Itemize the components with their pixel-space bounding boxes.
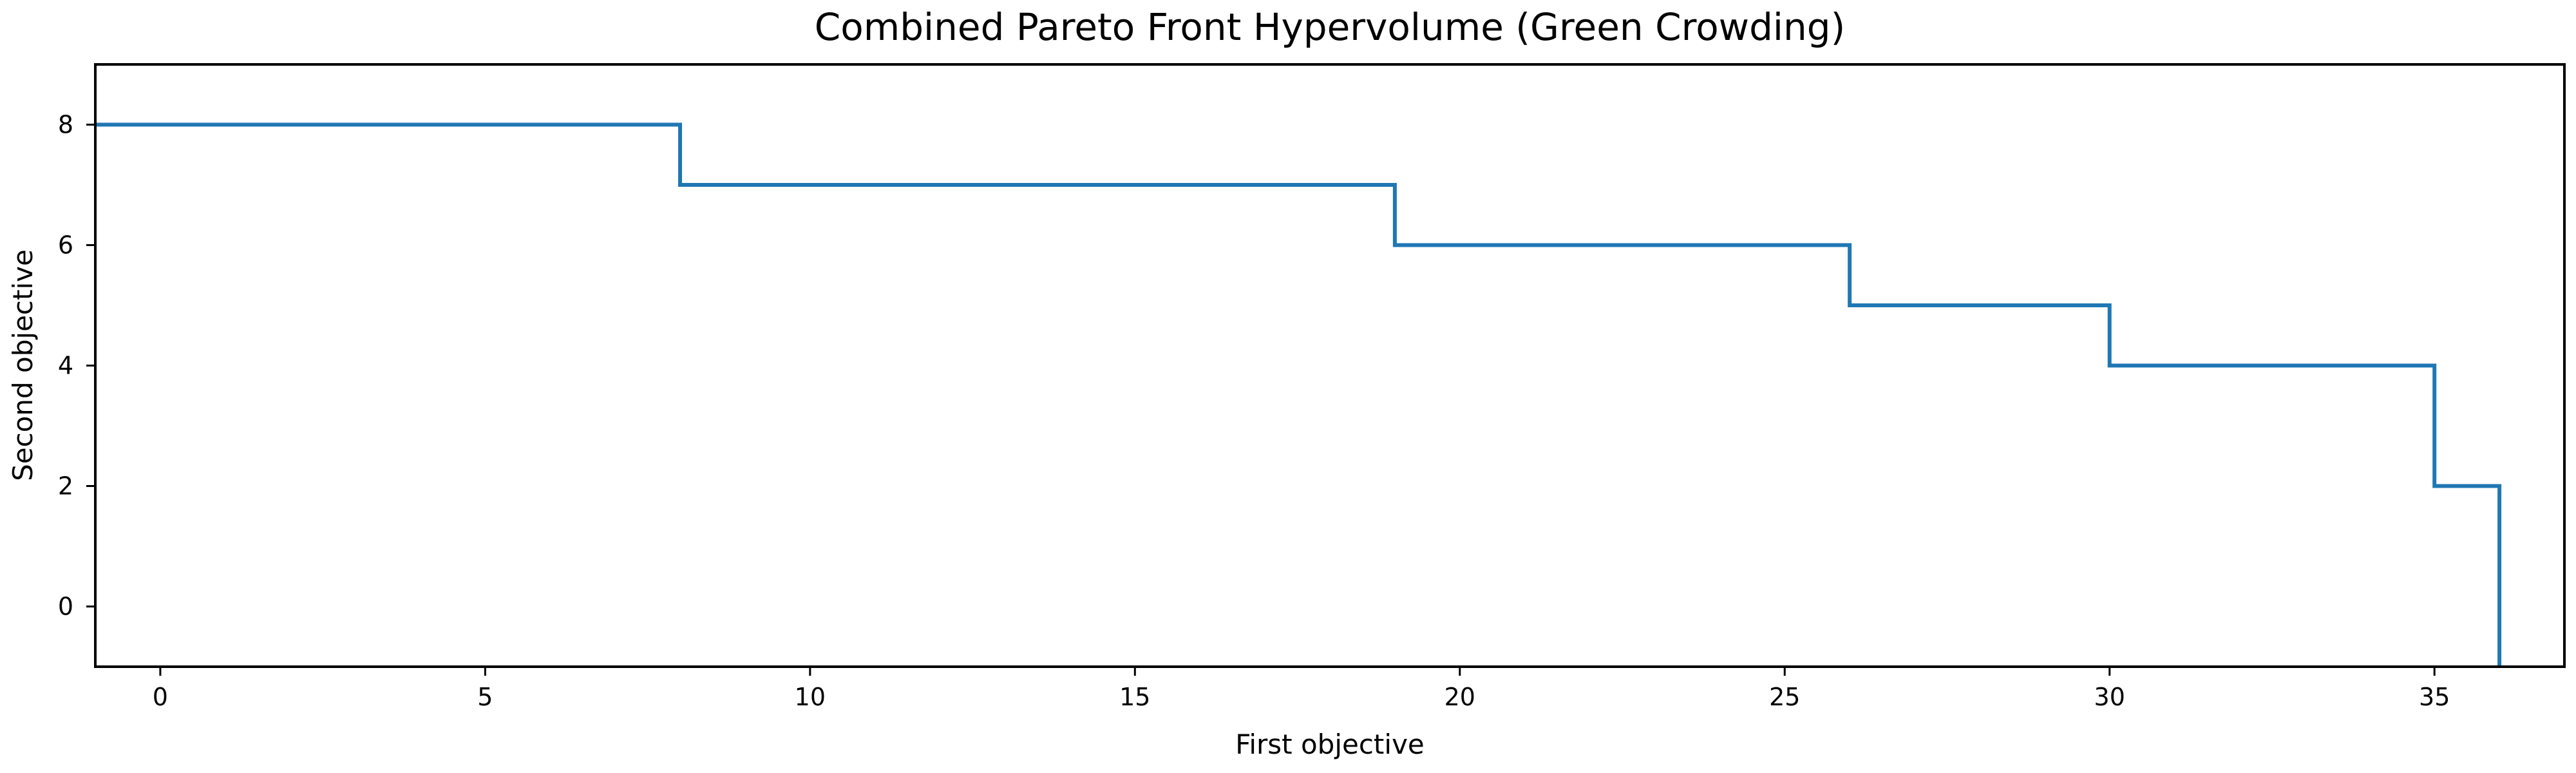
x-tick-label: 20	[1444, 683, 1475, 711]
plot-area	[95, 122, 2502, 667]
series-line-0	[95, 122, 2502, 667]
x-axis: 0 5 10 15 20 25 30 35	[153, 667, 2450, 711]
x-tick-label: 5	[477, 683, 493, 711]
y-axis-label: Second objective	[7, 249, 39, 481]
chart-title: Combined Pareto Front Hypervolume (Green…	[815, 5, 1846, 49]
y-tick-label: 2	[58, 472, 73, 501]
y-tick-label: 4	[58, 352, 73, 380]
y-tick-label: 8	[58, 111, 73, 139]
y-tick-label: 0	[58, 593, 73, 621]
y-tick-label: 6	[58, 231, 73, 260]
x-tick-label: 0	[153, 683, 168, 711]
x-tick-label: 35	[2419, 683, 2450, 711]
x-tick-label: 10	[795, 683, 826, 711]
x-tick-label: 25	[1769, 683, 1800, 711]
x-tick-label: 30	[2094, 683, 2125, 711]
y-axis: 0 2 4 6 8	[58, 111, 95, 621]
x-tick-label: 15	[1119, 683, 1150, 711]
x-axis-label: First objective	[1235, 729, 1425, 760]
